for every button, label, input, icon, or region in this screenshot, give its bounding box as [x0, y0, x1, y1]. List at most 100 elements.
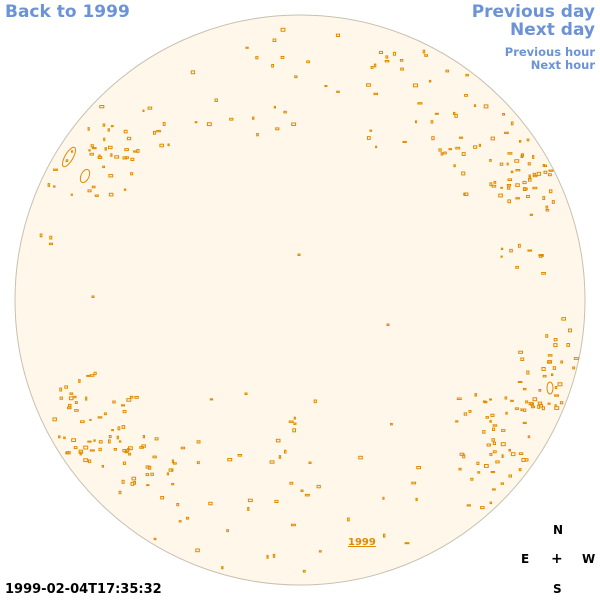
feature-contour — [489, 420, 492, 423]
feature-contour — [196, 440, 201, 444]
feature-contour — [108, 174, 114, 178]
feature-contour — [252, 116, 255, 120]
previous-hour-link[interactable]: Previous hour — [504, 45, 595, 59]
feature-contour — [551, 373, 554, 376]
feature-contour — [156, 130, 161, 133]
feature-contour — [87, 127, 90, 131]
feature-contour — [178, 520, 182, 523]
feature-contour — [542, 196, 546, 201]
feature-contour — [373, 92, 378, 96]
feature-contour — [554, 394, 559, 397]
feature-contour — [39, 233, 43, 238]
feature-contour — [49, 235, 53, 240]
feature-contour — [369, 129, 373, 132]
feature-contour — [124, 148, 129, 152]
feature-contour — [518, 452, 524, 455]
feature-contour — [492, 488, 496, 491]
feature-contour — [500, 255, 503, 258]
feature-contour — [466, 504, 471, 507]
region-link-label[interactable]: 1999 — [348, 537, 376, 548]
feature-contour — [142, 109, 145, 112]
feature-contour — [293, 422, 297, 425]
feature-contour — [489, 453, 493, 456]
feature-contour — [527, 435, 531, 439]
feature-contour — [514, 407, 520, 410]
feature-contour — [523, 387, 527, 391]
feature-contour — [74, 401, 78, 405]
feature-contour — [547, 354, 553, 357]
feature-contour — [71, 150, 74, 153]
feature-contour — [478, 143, 481, 147]
feature-contour — [110, 153, 113, 157]
feature-contour — [101, 464, 104, 468]
feature-contour — [121, 425, 126, 429]
feature-contour — [552, 366, 556, 370]
feature-contour — [73, 446, 78, 450]
feature-contour — [382, 496, 385, 500]
feature-contour — [484, 464, 489, 468]
feature-contour — [80, 420, 85, 424]
feature-contour — [541, 367, 546, 371]
feature-contour — [502, 113, 506, 116]
feature-contour — [128, 452, 132, 456]
feature-contour — [572, 366, 576, 370]
feature-contour — [430, 120, 434, 124]
feature-contour — [531, 405, 535, 409]
back-to-year-link[interactable]: Back to 1999 — [5, 2, 130, 22]
feature-contour — [304, 493, 310, 497]
feature-contour — [543, 164, 547, 168]
compass-south: S — [553, 582, 562, 596]
feature-contour — [256, 133, 259, 137]
feature-contour — [108, 439, 111, 444]
feature-contour — [103, 412, 107, 416]
feature-contour — [524, 458, 529, 462]
feature-contour — [510, 452, 516, 457]
feature-contour — [477, 471, 481, 474]
feature-contour — [136, 149, 140, 153]
feature-contour — [297, 253, 301, 256]
feature-contour — [532, 174, 538, 178]
feature-contour — [510, 121, 514, 126]
feature-contour — [214, 98, 218, 102]
feature-contour — [566, 343, 571, 347]
previous-day-link[interactable]: Previous day — [471, 2, 595, 22]
feature-contour — [541, 406, 545, 411]
feature-contour — [515, 197, 520, 200]
next-hour-link[interactable]: Next hour — [530, 58, 595, 72]
feature-contour — [547, 173, 552, 177]
feature-contour — [547, 402, 551, 405]
feature-contour — [160, 496, 165, 500]
feature-contour — [415, 120, 418, 124]
feature-contour — [438, 148, 442, 152]
feature-contour — [416, 466, 421, 470]
feature-contour — [500, 186, 503, 189]
feature-contour — [370, 66, 374, 69]
feature-contour — [490, 136, 495, 141]
feature-contour — [507, 152, 513, 155]
feature-contour — [483, 400, 488, 404]
feature-contour — [131, 476, 137, 481]
feature-contour — [269, 460, 275, 464]
feature-contour — [543, 170, 548, 174]
feature-contour — [522, 180, 527, 185]
feature-contour — [90, 144, 94, 148]
feature-contour — [390, 422, 393, 426]
feature-contour — [506, 184, 512, 187]
feature-contour — [553, 343, 558, 348]
feature-contour — [411, 481, 417, 485]
feature-contour — [162, 122, 166, 126]
feature-contour — [108, 435, 112, 439]
feature-contour — [504, 396, 508, 400]
feature-contour — [130, 157, 135, 162]
feature-contour — [486, 443, 491, 447]
feature-contour — [515, 183, 520, 187]
next-day-link[interactable]: Next day — [510, 20, 595, 40]
feature-contour — [94, 194, 99, 197]
feature-contour — [98, 447, 102, 452]
feature-contour — [518, 468, 522, 472]
feature-contour — [176, 503, 180, 507]
feature-contour — [171, 483, 175, 486]
feature-contour — [553, 338, 558, 342]
feature-contour — [122, 156, 127, 160]
feature-contour — [468, 410, 472, 413]
